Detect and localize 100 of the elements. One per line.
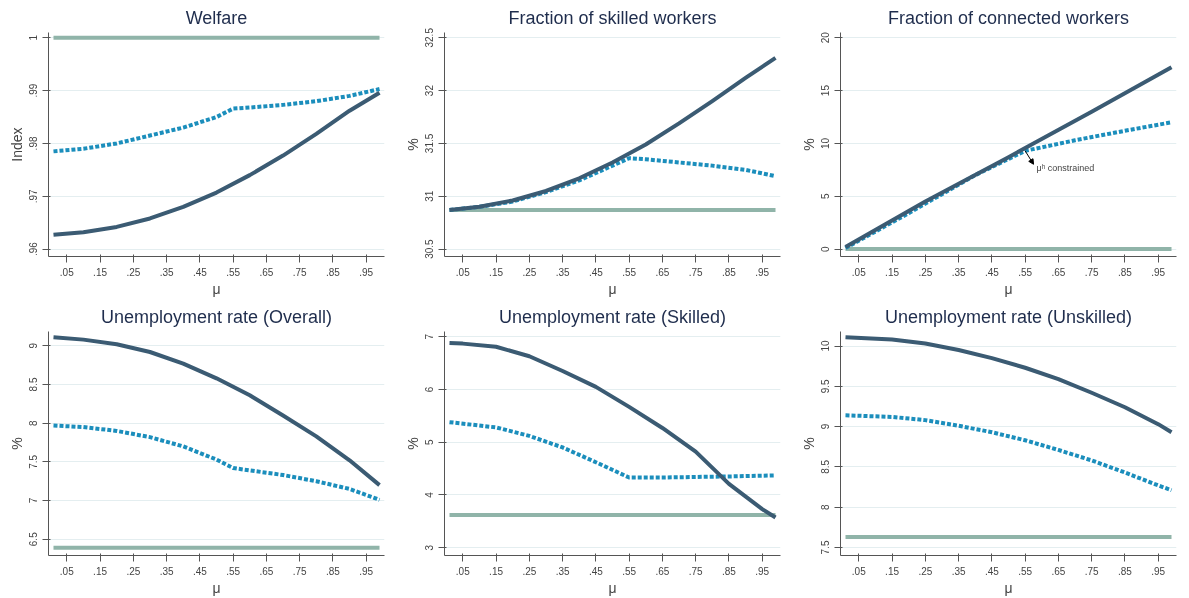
chart-title: Fraction of connected workers <box>887 7 1130 28</box>
x-tick-label: .35 <box>159 266 174 278</box>
x-tick-label: .25 <box>918 565 933 577</box>
y-tick-label: 0 <box>820 245 832 252</box>
x-axis-title: μ <box>1004 280 1013 297</box>
x-tick-label: .25 <box>522 266 537 278</box>
y-tick-label: 20 <box>820 31 832 44</box>
y-tick-label: 31 <box>424 190 436 202</box>
x-tick-label: .65 <box>1051 565 1066 577</box>
x-tick-label: .55 <box>226 565 241 577</box>
x-tick-label: .75 <box>1084 565 1100 577</box>
x-tick-label: .55 <box>226 266 241 278</box>
y-tick-label: 6 <box>424 386 436 393</box>
x-tick-label: .85 <box>721 266 737 278</box>
y-axis-title: % <box>800 138 817 151</box>
y-tick-label: 10 <box>820 340 832 352</box>
y-tick-label: 5 <box>820 193 832 200</box>
chart-title: Fraction of skilled workers <box>508 7 717 28</box>
x-tick-label: .35 <box>555 565 570 577</box>
chart-title: Unemployment rate (Unskilled) <box>884 306 1133 327</box>
x-axis-title: μ <box>212 280 221 297</box>
x-tick-label: .35 <box>951 565 966 577</box>
y-tick-label: 7.5 <box>820 540 832 555</box>
y-tick-label: .99 <box>28 83 40 98</box>
x-tick-label: .85 <box>325 565 341 577</box>
x-tick-label: .55 <box>622 565 637 577</box>
x-tick-label: .65 <box>655 266 670 278</box>
y-tick-label: 31.5 <box>424 133 436 154</box>
x-tick-label: .55 <box>622 266 637 278</box>
x-tick-label: .05 <box>59 565 75 577</box>
x-tick-label: .85 <box>325 266 341 278</box>
y-tick-label: 32 <box>424 84 436 97</box>
y-tick-label: 32.5 <box>424 27 436 48</box>
x-axis-title: μ <box>1004 579 1013 596</box>
chart-title: Unemployment rate (Overall) <box>100 306 333 327</box>
y-tick-label: 9.5 <box>820 378 832 394</box>
x-tick-label: .05 <box>455 565 471 577</box>
y-tick-label: 3 <box>424 544 436 551</box>
x-tick-label: .95 <box>755 266 770 278</box>
x-tick-label: .75 <box>688 266 704 278</box>
y-tick-label: 6.5 <box>28 531 40 547</box>
x-tick-label: .85 <box>1117 565 1133 577</box>
chart-title: Welfare <box>185 7 248 28</box>
x-tick-label: .25 <box>918 266 933 278</box>
y-axis-title: Index <box>8 127 25 162</box>
y-tick-label: .96 <box>28 241 40 257</box>
x-tick-label: .45 <box>192 266 208 278</box>
y-axis-title: % <box>404 138 421 151</box>
x-tick-label: .95 <box>1151 266 1166 278</box>
y-tick-label: 9 <box>28 342 40 349</box>
y-tick-label: 9 <box>820 423 832 430</box>
x-tick-label: .55 <box>1018 565 1033 577</box>
x-tick-label: .15 <box>489 266 504 278</box>
x-tick-label: .95 <box>359 565 374 577</box>
x-tick-label: .05 <box>455 266 471 278</box>
y-tick-label: 10 <box>820 137 832 149</box>
y-tick-label: 1 <box>28 34 40 41</box>
x-tick-label: .35 <box>159 565 174 577</box>
x-tick-label: .75 <box>292 565 308 577</box>
x-tick-label: .75 <box>292 266 308 278</box>
x-tick-label: .15 <box>885 266 900 278</box>
x-tick-label: .25 <box>126 266 141 278</box>
y-tick-label: .97 <box>28 188 40 204</box>
annotation: μʰ constrained <box>1036 163 1095 174</box>
y-tick-label: 7 <box>424 333 436 340</box>
x-tick-label: .75 <box>1084 266 1100 278</box>
y-axis-title: % <box>8 437 25 450</box>
y-tick-label: 8 <box>820 503 832 510</box>
x-axis-title: μ <box>608 579 617 596</box>
x-tick-label: .95 <box>755 565 770 577</box>
y-tick-label: 5 <box>424 438 436 445</box>
x-tick-label: .45 <box>984 565 1000 577</box>
x-tick-label: .75 <box>688 565 704 577</box>
x-tick-label: .65 <box>655 565 670 577</box>
x-tick-label: .15 <box>93 266 108 278</box>
y-tick-label: 15 <box>820 84 832 97</box>
x-tick-label: .85 <box>1117 266 1133 278</box>
x-tick-label: .25 <box>522 565 537 577</box>
x-axis-title: μ <box>212 579 221 596</box>
x-tick-label: .95 <box>1151 565 1166 577</box>
x-tick-label: .65 <box>259 565 274 577</box>
y-tick-label: 8 <box>28 419 40 426</box>
x-tick-label: .15 <box>885 565 900 577</box>
x-tick-label: .45 <box>588 266 604 278</box>
x-tick-label: .15 <box>489 565 504 577</box>
y-tick-label: .98 <box>28 136 40 151</box>
y-tick-label: 7 <box>28 497 40 504</box>
y-tick-label: 30.5 <box>424 238 436 259</box>
x-tick-label: .45 <box>192 565 208 577</box>
x-tick-label: .25 <box>126 565 141 577</box>
x-tick-label: .05 <box>851 565 867 577</box>
chart-title: Unemployment rate (Skilled) <box>498 306 727 327</box>
y-tick-label: 8.5 <box>28 377 40 392</box>
x-tick-label: .05 <box>851 266 867 278</box>
x-tick-label: .15 <box>93 565 108 577</box>
y-tick-label: 7.5 <box>28 454 40 469</box>
x-tick-label: .05 <box>59 266 75 278</box>
y-axis-title: % <box>800 437 817 450</box>
x-tick-label: .55 <box>1018 266 1033 278</box>
y-tick-label: 8.5 <box>820 459 832 474</box>
